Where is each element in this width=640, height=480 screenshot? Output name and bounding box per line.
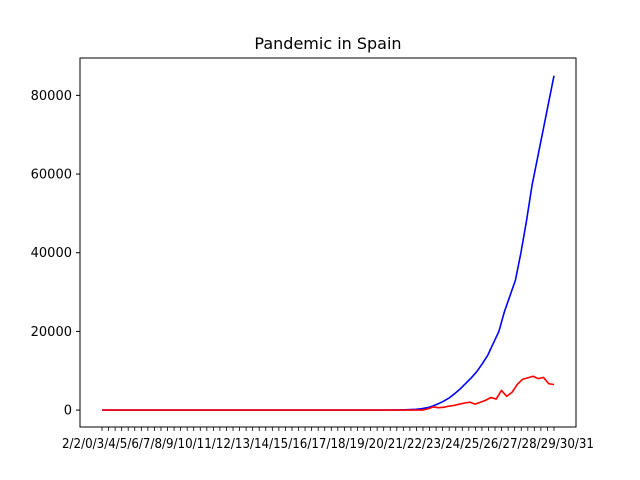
y-tick-label: 0 [64,404,72,419]
series-line-1 [102,375,555,411]
y-axis: 0 20000 40000 60000 80000 [31,89,80,419]
y-tick-label: 20000 [31,325,72,340]
plot-area [79,57,577,428]
chart-title: Pandemic in Spain [254,34,401,53]
x-tick-labels: 2/2/0/3/4/5/6/7/8/9/10/11/12/13/14/15/16… [62,437,594,452]
plot-frame [79,57,577,428]
y-tick-label: 40000 [31,246,72,261]
x-axis: 2/2/0/3/4/5/6/7/8/9/10/11/12/13/14/15/16… [62,427,594,452]
y-tick-label: 80000 [31,89,72,104]
series-layer [102,75,555,411]
y-tick-label: 60000 [31,168,72,183]
